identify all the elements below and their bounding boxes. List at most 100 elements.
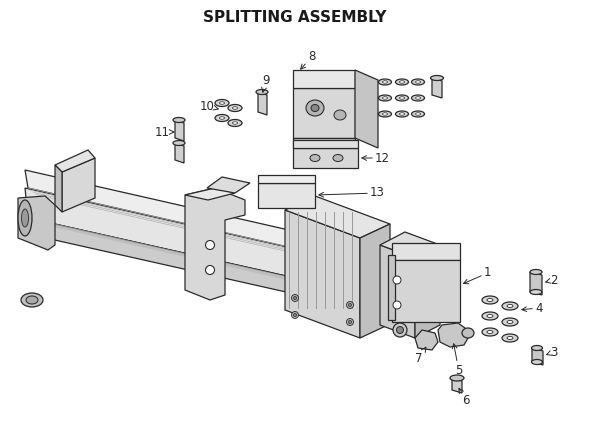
- Polygon shape: [532, 348, 543, 365]
- Polygon shape: [360, 224, 390, 338]
- Ellipse shape: [349, 321, 352, 324]
- Text: 9: 9: [261, 74, 270, 92]
- Text: 12: 12: [362, 152, 390, 164]
- Polygon shape: [18, 196, 55, 250]
- Text: 7: 7: [415, 347, 426, 365]
- Polygon shape: [285, 196, 390, 238]
- Polygon shape: [185, 188, 235, 200]
- Ellipse shape: [396, 326, 404, 333]
- Ellipse shape: [415, 81, 421, 83]
- Polygon shape: [258, 175, 315, 183]
- Polygon shape: [258, 92, 267, 115]
- Text: 5: 5: [453, 344, 463, 377]
- Ellipse shape: [487, 299, 493, 302]
- Ellipse shape: [310, 154, 320, 161]
- Ellipse shape: [450, 375, 464, 381]
- Ellipse shape: [399, 113, 405, 115]
- Ellipse shape: [306, 100, 324, 116]
- Polygon shape: [293, 88, 355, 138]
- Ellipse shape: [532, 345, 542, 351]
- Polygon shape: [285, 210, 360, 338]
- Ellipse shape: [346, 318, 353, 325]
- Ellipse shape: [399, 97, 405, 99]
- Ellipse shape: [311, 105, 319, 112]
- Polygon shape: [355, 70, 378, 148]
- Polygon shape: [62, 158, 95, 212]
- Ellipse shape: [530, 289, 542, 295]
- Polygon shape: [415, 330, 438, 350]
- Ellipse shape: [415, 97, 421, 99]
- Ellipse shape: [411, 111, 424, 117]
- Ellipse shape: [462, 328, 474, 338]
- Ellipse shape: [507, 321, 513, 324]
- Ellipse shape: [26, 296, 38, 304]
- Ellipse shape: [482, 296, 498, 304]
- Ellipse shape: [379, 111, 392, 117]
- Ellipse shape: [205, 265, 215, 274]
- Ellipse shape: [219, 117, 225, 119]
- Ellipse shape: [482, 312, 498, 320]
- Polygon shape: [293, 138, 355, 148]
- Ellipse shape: [532, 359, 542, 365]
- Ellipse shape: [256, 90, 268, 94]
- Ellipse shape: [507, 304, 513, 307]
- Ellipse shape: [215, 100, 229, 106]
- Ellipse shape: [395, 95, 408, 101]
- Ellipse shape: [399, 81, 405, 83]
- Polygon shape: [293, 148, 358, 168]
- Ellipse shape: [334, 110, 346, 120]
- Polygon shape: [438, 323, 468, 347]
- Ellipse shape: [393, 276, 401, 284]
- Polygon shape: [293, 70, 355, 88]
- Ellipse shape: [411, 79, 424, 85]
- Text: 1: 1: [464, 266, 491, 284]
- Ellipse shape: [393, 323, 407, 337]
- Text: 3: 3: [546, 345, 558, 359]
- Ellipse shape: [382, 81, 388, 83]
- Ellipse shape: [379, 95, 392, 101]
- Ellipse shape: [393, 301, 401, 309]
- Polygon shape: [388, 255, 395, 320]
- Polygon shape: [452, 378, 462, 393]
- Ellipse shape: [507, 336, 513, 340]
- Polygon shape: [28, 218, 375, 312]
- Ellipse shape: [431, 75, 444, 81]
- Polygon shape: [380, 232, 440, 258]
- Ellipse shape: [502, 302, 518, 310]
- Ellipse shape: [21, 293, 43, 307]
- Polygon shape: [530, 272, 542, 295]
- Ellipse shape: [395, 111, 408, 117]
- Polygon shape: [392, 243, 460, 260]
- Ellipse shape: [382, 113, 388, 115]
- Ellipse shape: [382, 97, 388, 99]
- Polygon shape: [392, 260, 460, 322]
- Ellipse shape: [487, 330, 493, 333]
- Polygon shape: [293, 140, 358, 148]
- Ellipse shape: [173, 141, 185, 146]
- Ellipse shape: [228, 120, 242, 127]
- Text: 13: 13: [319, 187, 385, 199]
- Polygon shape: [432, 78, 442, 98]
- Ellipse shape: [482, 328, 498, 336]
- Ellipse shape: [502, 334, 518, 342]
- Ellipse shape: [291, 295, 299, 302]
- Polygon shape: [55, 165, 62, 212]
- Ellipse shape: [173, 117, 185, 123]
- Ellipse shape: [379, 79, 392, 85]
- Ellipse shape: [530, 269, 542, 274]
- Text: 11: 11: [155, 126, 174, 138]
- Ellipse shape: [293, 296, 297, 299]
- Text: 10: 10: [200, 100, 218, 112]
- Ellipse shape: [502, 318, 518, 326]
- Polygon shape: [55, 150, 95, 172]
- Polygon shape: [175, 120, 184, 141]
- Text: 6: 6: [459, 389, 470, 407]
- Polygon shape: [415, 245, 440, 338]
- Ellipse shape: [293, 314, 297, 317]
- Text: SPLITTING ASSEMBLY: SPLITTING ASSEMBLY: [203, 11, 387, 26]
- Ellipse shape: [232, 107, 238, 109]
- Ellipse shape: [346, 302, 353, 309]
- Ellipse shape: [411, 95, 424, 101]
- Ellipse shape: [487, 314, 493, 318]
- Ellipse shape: [415, 113, 421, 115]
